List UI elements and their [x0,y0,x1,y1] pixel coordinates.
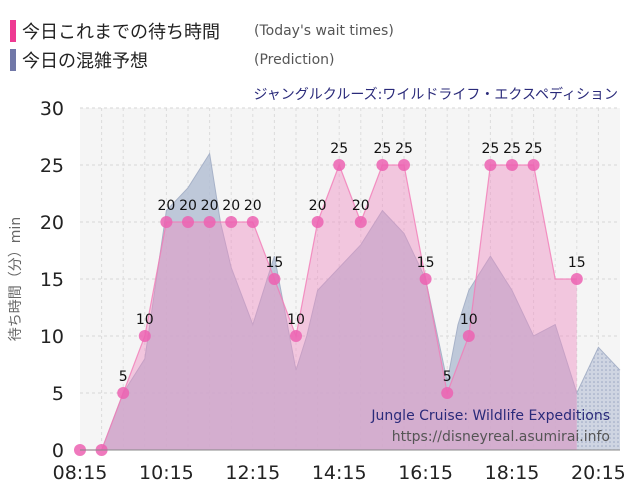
actual-point [419,273,432,285]
data-label: 20 [222,198,240,214]
y-tick-label: 25 [40,155,64,177]
actual-point [354,216,367,228]
x-tick-label: 08:15 [53,462,108,484]
y-axis-label: 待ち時間（分）min [8,217,24,341]
x-tick-label: 12:15 [225,462,280,484]
actual-point [333,159,346,171]
data-label: 20 [201,198,219,214]
legend-prediction-label: 今日の混雑予想 [22,51,148,72]
actual-point [484,159,497,171]
data-label: 10 [136,312,154,328]
data-label: 20 [157,198,175,214]
y-tick-label: 0 [52,440,64,462]
legend-prediction-swatch [10,49,16,71]
data-label: 15 [568,255,586,271]
actual-point [462,330,475,342]
prediction-future-area [576,347,620,450]
legend-prediction: 今日の混雑予想 (Prediction) [10,47,334,73]
data-label: 20 [352,198,370,214]
x-tick-label: 20:15 [571,462,626,484]
actual-point [117,387,130,399]
data-label: 20 [244,198,262,214]
data-label: 25 [330,141,348,157]
data-label: 25 [503,141,521,157]
actual-point [570,273,583,285]
data-label: 15 [417,255,435,271]
data-label: 20 [179,198,197,214]
chart-title: ジャングルクルーズ:ワイルドライフ・エクスペディション [253,86,618,103]
legend-actual-label: 今日これまでの待ち時間 [22,22,220,43]
legend-actual: 今日これまでの待ち時間 (Today's wait times) [10,18,394,44]
actual-point [376,159,389,171]
data-label: 25 [525,141,543,157]
actual-point [246,216,259,228]
data-label: 25 [395,141,413,157]
actual-point [398,159,410,171]
actual-point [182,216,194,228]
actual-point [527,159,540,171]
axes: 0 5 10 15 20 25 30 08:15 10:15 12:15 14:15 16:15 18:… [40,98,626,484]
actual-point [290,330,302,342]
actual-point [225,216,238,228]
prediction-area [80,153,577,450]
actual-area [80,165,577,450]
watermark-url: https://disneyreal.asumirai.info [392,429,610,445]
data-label: 5 [119,369,128,385]
data-label: 25 [481,141,499,157]
actual-point [311,216,324,228]
data-label: 20 [309,198,327,214]
legend-prediction-sublabel: (Prediction) [254,52,335,68]
actual-point [268,273,281,285]
y-tick-label: 5 [52,383,64,405]
watermark-title: Jungle Cruise: Wildlife Expeditions [370,408,610,424]
data-label: 15 [265,255,283,271]
actual-point [203,216,216,228]
actual-point [138,330,151,342]
x-tick-label: 18:15 [485,462,540,484]
data-label: 10 [287,312,305,328]
data-label: 5 [443,369,452,385]
actual-point [160,216,173,228]
y-tick-label: 30 [40,98,64,120]
y-tick-label: 10 [40,326,64,348]
actual-point [441,387,454,399]
legend-actual-swatch [10,20,16,42]
data-label: 25 [373,141,391,157]
data-label: 10 [460,312,478,328]
y-tick-label: 20 [40,212,64,234]
prediction-layer [80,152,621,451]
x-tick-label: 10:15 [139,462,194,484]
legend-actual-sublabel: (Today's wait times) [254,23,394,39]
x-tick-label: 14:15 [312,462,367,484]
prediction-line [80,152,621,451]
actual-point [506,159,518,171]
x-tick-label: 16:15 [398,462,453,484]
y-tick-label: 15 [40,269,64,291]
